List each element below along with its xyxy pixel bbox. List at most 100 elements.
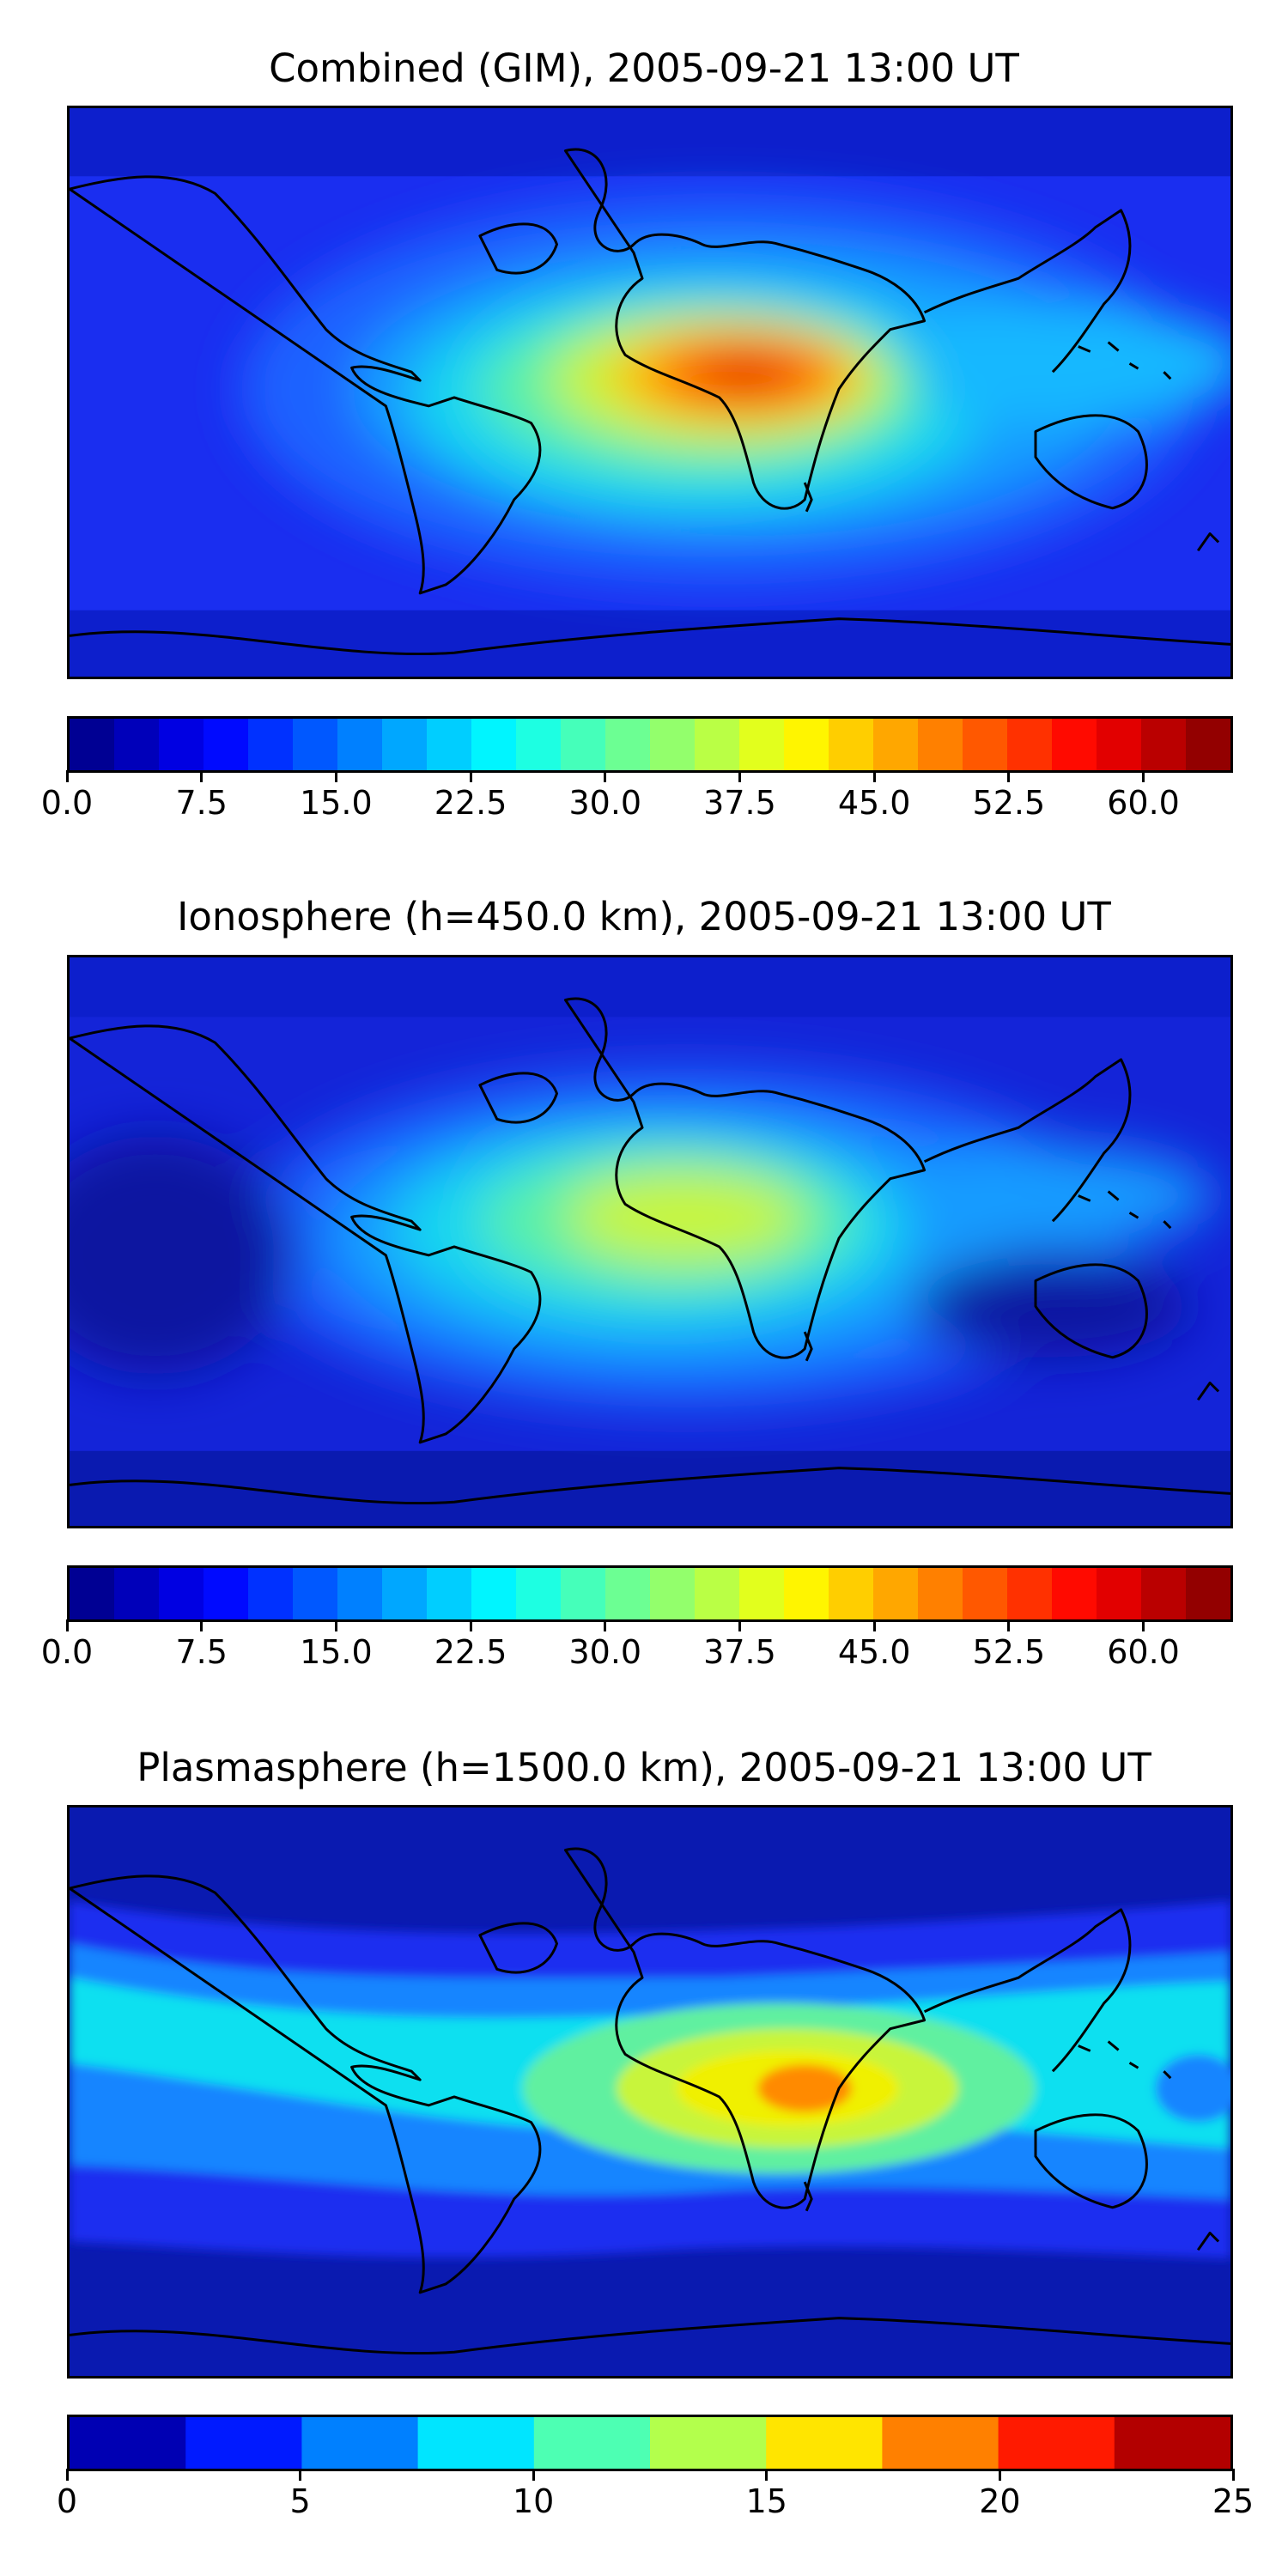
panel-1-colorbar-bin [382, 719, 428, 770]
panel-1-colorbar-bin [292, 719, 338, 770]
panel-3-colorbar-bin [650, 2417, 767, 2469]
panel-2-colorbar-bin [738, 1568, 785, 1619]
panel-3-colorbar-tick-label: 20 [979, 2482, 1021, 2520]
panel-1-colorbar-tick-label: 30.0 [568, 784, 642, 822]
panel-1-colorbar-bin [337, 719, 383, 770]
panel-2-colorbar-bin [1186, 1568, 1230, 1619]
panel-1-colorbar-tick [469, 770, 472, 782]
panel-3-colorbar-bin [998, 2417, 1115, 2469]
panel-3-colorbar [67, 2415, 1233, 2471]
panel-3-colorbar-tick-label: 15 [745, 2482, 787, 2520]
panel-2-colorbar-tick [738, 1619, 741, 1631]
panel-2-colorbar-tick [872, 1619, 876, 1631]
panel-1-colorbar-bin [605, 719, 651, 770]
panel-2-colorbar-tick-label: 60.0 [1107, 1633, 1180, 1671]
panel-1-colorbar-tick [604, 770, 607, 782]
panel-1-colorbar-bin [1097, 719, 1142, 770]
panel-1-colorbar-tick [872, 770, 876, 782]
panel-3-colorbar-tick [1231, 2469, 1235, 2481]
panel-2-colorbar-bin [1007, 1568, 1053, 1619]
panel-1-colorbar-tick-label: 45.0 [837, 784, 911, 822]
panel-2-colorbar-tick-label: 30.0 [568, 1633, 642, 1671]
panel-2-colorbar-tick [65, 1619, 69, 1631]
panel-1-colorbar-tick-label: 22.5 [434, 784, 507, 822]
panel-1-colorbar-bin [738, 719, 785, 770]
panel-2-colorbar [67, 1565, 1233, 1622]
panel-1-colorbar [67, 716, 1233, 773]
panel-2-colorbar-bin [516, 1568, 562, 1619]
panel-2-colorbar-bin [70, 1568, 115, 1619]
panel-2-colorbar-bin [783, 1568, 829, 1619]
panel-2-colorbar-bins [70, 1568, 1230, 1619]
panel-2-colorbar-bin [203, 1568, 249, 1619]
panel-3-colorbar-bin [1114, 2417, 1230, 2469]
panel-3-colorbar-tick [998, 2469, 1001, 2481]
panel-2-colorbar-tick [1142, 1619, 1145, 1631]
panel-2-colorbar-bin [1141, 1568, 1187, 1619]
panel-2-colorbar-tick-label: 22.5 [434, 1633, 507, 1671]
panel-2-colorbar-bin [427, 1568, 472, 1619]
panel-1-colorbar-tick-label: 0.0 [40, 784, 94, 822]
panel-1-colorbar-bin [872, 719, 919, 770]
panel-1-colorbar-tick [1007, 770, 1011, 782]
panel-3-colorbar-bin [882, 2417, 999, 2469]
panel-1-colorbar-tick [334, 770, 337, 782]
panel-3-map [67, 1805, 1233, 2379]
panel-3-contour-field [70, 1807, 1230, 2376]
panel-2-coastlines [70, 997, 1230, 1505]
panel-3-colorbar-tick-label: 10 [513, 2482, 555, 2520]
panel-1-colorbar-bin [783, 719, 829, 770]
panel-2-colorbar-bin [872, 1568, 919, 1619]
panel-2-colorbar-bin [561, 1568, 606, 1619]
panel-2-colorbar-bin [1052, 1568, 1097, 1619]
panel-2-colorbar-bin [1097, 1568, 1142, 1619]
panel-1-colorbar-tick [1142, 770, 1145, 782]
panel-1-colorbar-bin [70, 719, 115, 770]
panel-1-colorbar-bin [650, 719, 696, 770]
panel-2-contour-field [70, 957, 1230, 1526]
panel-1-colorbar-bin [1007, 719, 1053, 770]
panel-3-colorbar-tick [65, 2469, 69, 2481]
panel-3-colorbar-bin [766, 2417, 883, 2469]
panel-1-colorbar-tick-label: 52.5 [972, 784, 1046, 822]
panel-1-colorbar-bin [203, 719, 249, 770]
panel-1-colorbar-bin [963, 719, 1008, 770]
panel-1-colorbar-bin [113, 719, 160, 770]
panel-2-colorbar-tick-label: 7.5 [175, 1633, 228, 1671]
panel-2-colorbar-bin [158, 1568, 204, 1619]
panel-1-title: Combined (GIM), 2005-09-21 13:00 UT [269, 46, 1019, 91]
panel-2-colorbar-tick-label: 0.0 [40, 1633, 94, 1671]
panel-1-colorbar-tick-label: 7.5 [175, 784, 228, 822]
panel-3-coastlines [70, 1847, 1230, 2355]
panel-2-colorbar-bin [828, 1568, 874, 1619]
panel-2-colorbar-bin [113, 1568, 160, 1619]
panel-2-colorbar-tick-label: 15.0 [300, 1633, 373, 1671]
panel-2-map [67, 955, 1233, 1528]
panel-1-contour-field [70, 108, 1230, 677]
panel-2-colorbar-bin [917, 1568, 963, 1619]
panel-3-colorbar-tick-label: 5 [289, 2482, 311, 2520]
panel-2-colorbar-bin [471, 1568, 517, 1619]
panel-3-colorbar-tick [532, 2469, 535, 2481]
panel-3-colorbar-bin [533, 2417, 651, 2469]
panel-2-colorbar-tick-label: 37.5 [703, 1633, 776, 1671]
panel-2-colorbar-tick-label: 52.5 [972, 1633, 1046, 1671]
panel-1-colorbar-bin [471, 719, 517, 770]
panel-1-colorbar-tick-label: 15.0 [300, 784, 373, 822]
panel-2-colorbar-bin [694, 1568, 740, 1619]
panel-1-colorbar-bin [561, 719, 606, 770]
panel-1-colorbar-tick-label: 60.0 [1107, 784, 1180, 822]
panel-3-colorbar-bin [417, 2417, 535, 2469]
panel-3-title: Plasmasphere (h=1500.0 km), 2005-09-21 1… [137, 1745, 1151, 1790]
panel-2-colorbar-bin [605, 1568, 651, 1619]
panel-1-colorbar-bin [828, 719, 874, 770]
panel-2-colorbar-tick [604, 1619, 607, 1631]
panel-1-colorbar-bins [70, 719, 1230, 770]
panel-3-colorbar-bins [70, 2417, 1230, 2469]
panel-2-colorbar-tick-label: 45.0 [837, 1633, 911, 1671]
panel-1-colorbar-bin [247, 719, 294, 770]
panel-1-map [67, 106, 1233, 679]
panel-2-colorbar-tick [1007, 1619, 1011, 1631]
panel-2-colorbar-bin [382, 1568, 428, 1619]
panel-3-colorbar-tick [299, 2469, 302, 2481]
